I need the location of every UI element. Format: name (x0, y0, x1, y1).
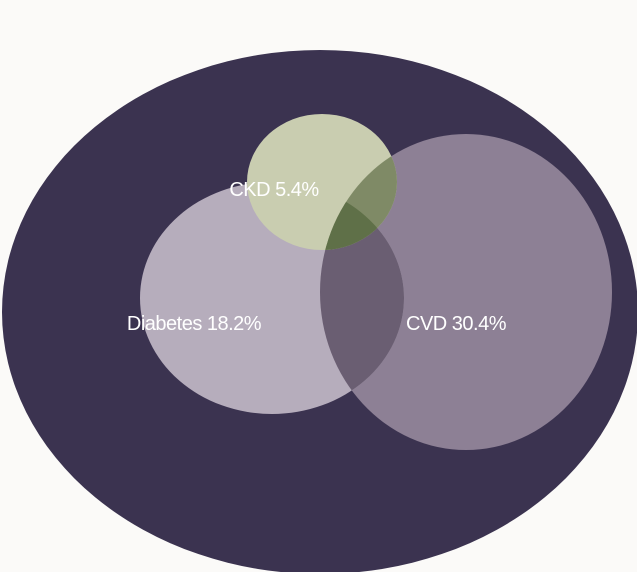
cvd-label: CVD 30.4% (406, 313, 507, 335)
ckd-label: CKD 5.4% (229, 179, 319, 201)
ckd-diabetes-cvd-overlap (320, 182, 397, 250)
ckd-diabetes-cvd-overlap-group (320, 182, 397, 250)
diabetes-label: Diabetes 18.2% (127, 313, 262, 335)
cvd-set (320, 134, 612, 450)
